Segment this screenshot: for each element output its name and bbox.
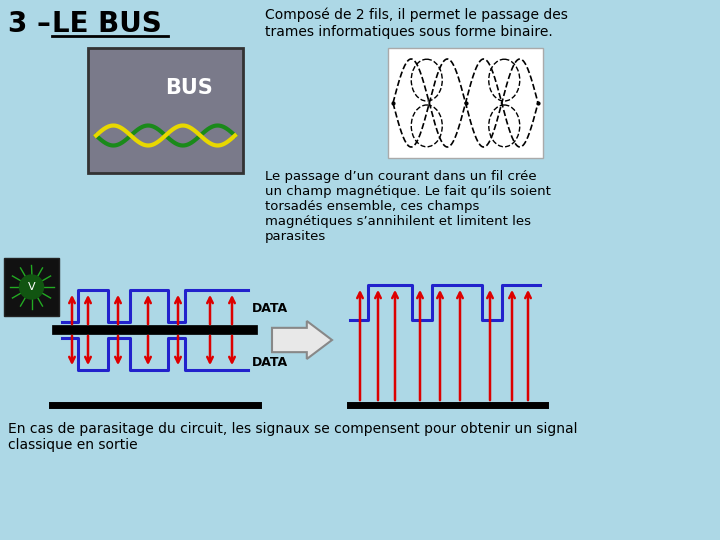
Text: Le passage d’un courant dans un fil crée
un champ magnétique. Le fait qu’ils soi: Le passage d’un courant dans un fil crée… bbox=[265, 170, 551, 243]
Text: 3 –: 3 – bbox=[8, 10, 60, 38]
Text: BUS: BUS bbox=[165, 78, 212, 98]
Text: En cas de parasitage du circuit, les signaux se compensent pour obtenir un signa: En cas de parasitage du circuit, les sig… bbox=[8, 422, 577, 452]
Text: DATA: DATA bbox=[252, 301, 288, 314]
Text: DATA: DATA bbox=[252, 355, 288, 368]
Polygon shape bbox=[272, 321, 332, 359]
Bar bbox=[88, 48, 243, 173]
Text: LE BUS: LE BUS bbox=[52, 10, 162, 38]
Bar bbox=[388, 48, 543, 158]
Text: Composé de 2 fils, il permet le passage des
trames informatiques sous forme bina: Composé de 2 fils, il permet le passage … bbox=[265, 8, 568, 39]
Text: V: V bbox=[27, 282, 35, 292]
Circle shape bbox=[19, 275, 43, 299]
Bar bbox=[4, 258, 59, 316]
